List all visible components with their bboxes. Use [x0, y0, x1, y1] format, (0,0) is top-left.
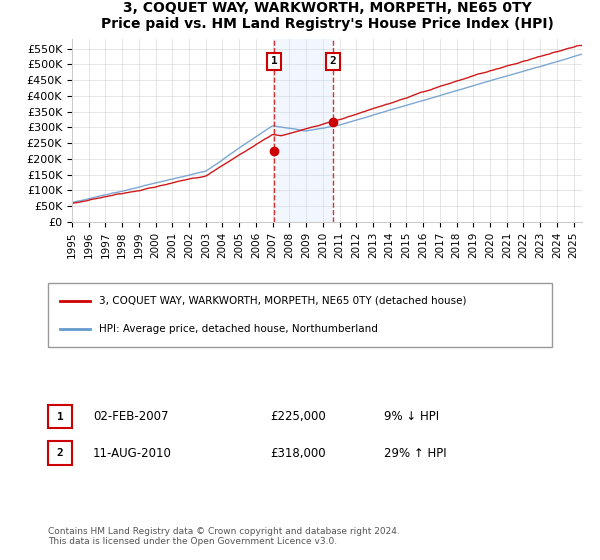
Title: 3, COQUET WAY, WARKWORTH, MORPETH, NE65 0TY
Price paid vs. HM Land Registry's Ho: 3, COQUET WAY, WARKWORTH, MORPETH, NE65 …	[101, 1, 553, 31]
Text: 02-FEB-2007: 02-FEB-2007	[93, 410, 169, 423]
Text: 1: 1	[271, 56, 277, 66]
Text: £318,000: £318,000	[270, 446, 326, 460]
Text: 2: 2	[56, 448, 64, 458]
Text: HPI: Average price, detached house, Northumberland: HPI: Average price, detached house, Nort…	[99, 324, 378, 334]
Text: 29% ↑ HPI: 29% ↑ HPI	[384, 446, 446, 460]
Text: 2: 2	[329, 56, 336, 66]
Text: 11-AUG-2010: 11-AUG-2010	[93, 446, 172, 460]
Text: 3, COQUET WAY, WARKWORTH, MORPETH, NE65 0TY (detached house): 3, COQUET WAY, WARKWORTH, MORPETH, NE65 …	[99, 296, 467, 306]
Bar	[274, 39, 333, 222]
Text: £225,000: £225,000	[270, 410, 326, 423]
Text: Contains HM Land Registry data © Crown copyright and database right 2024.
This d: Contains HM Land Registry data © Crown c…	[48, 526, 400, 546]
Text: 1: 1	[56, 412, 64, 422]
Text: 9% ↓ HPI: 9% ↓ HPI	[384, 410, 439, 423]
